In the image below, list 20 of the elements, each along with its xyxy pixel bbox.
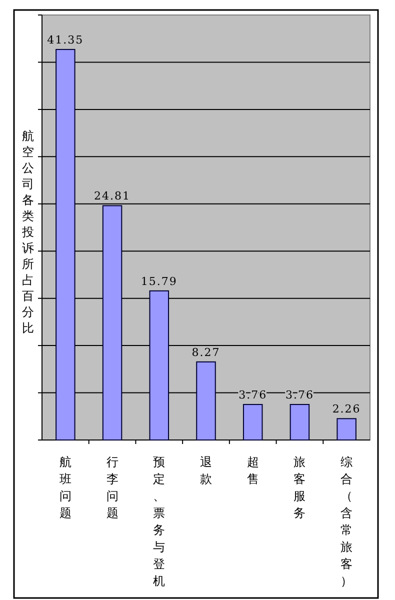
data-label: 8.27 bbox=[192, 346, 220, 359]
x-tick-label: 超售 bbox=[246, 455, 259, 486]
bar bbox=[102, 205, 122, 440]
x-tick-label: 综合（含常旅客） bbox=[340, 455, 353, 588]
bar bbox=[242, 404, 263, 440]
text: 航空公司各类投诉所占百分比 bbox=[22, 129, 34, 335]
bar bbox=[56, 48, 76, 440]
x-tick-label: 行李问题 bbox=[106, 455, 118, 520]
bar bbox=[196, 361, 216, 440]
bar bbox=[149, 290, 170, 440]
x-tick-label: 旅客服务 bbox=[294, 455, 306, 520]
bar bbox=[290, 404, 310, 440]
bar bbox=[336, 418, 356, 440]
data-label: 15.79 bbox=[140, 274, 178, 288]
data-label: 2.26 bbox=[332, 402, 361, 416]
data-label: 24.81 bbox=[94, 190, 131, 203]
data-label: 41.35 bbox=[47, 33, 84, 46]
x-tick-label: 预定、票务与登机 bbox=[153, 455, 166, 588]
x-tick-label: 退款 bbox=[200, 455, 212, 486]
x-tick-label: 航班问题 bbox=[59, 455, 72, 520]
